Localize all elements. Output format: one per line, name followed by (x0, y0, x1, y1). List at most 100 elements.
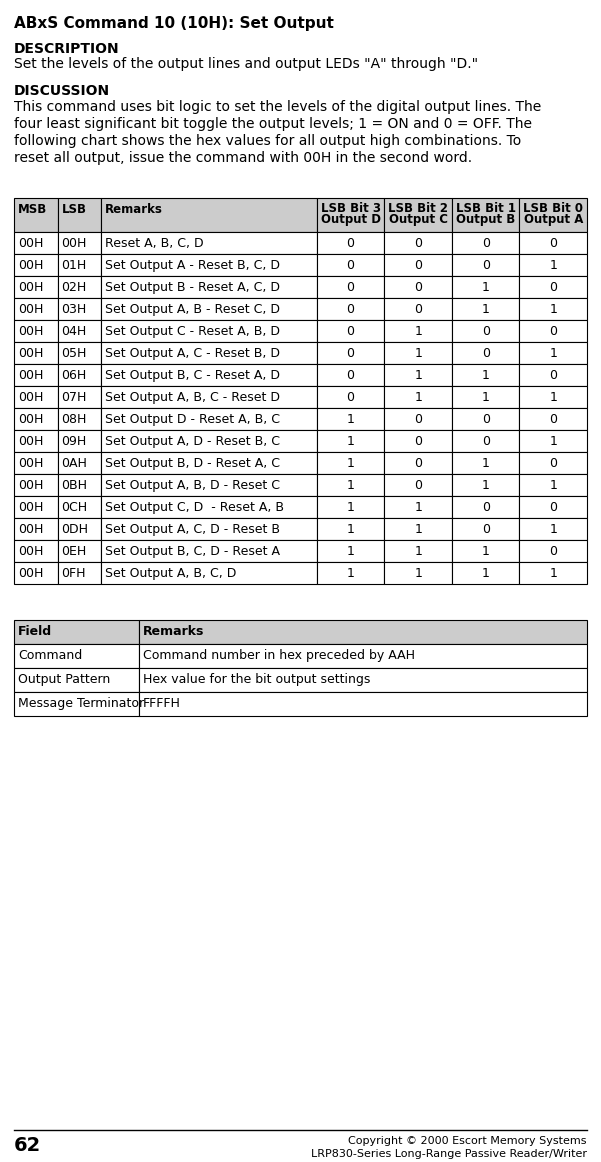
Text: 04H: 04H (61, 325, 87, 338)
Text: 1: 1 (482, 479, 490, 492)
Text: 0: 0 (347, 390, 355, 404)
Bar (14, 518, 58, 540)
Text: 0: 0 (481, 523, 490, 536)
Text: 1: 1 (549, 347, 557, 360)
Bar (58, 277, 101, 297)
Bar (519, 364, 587, 386)
Bar (385, 518, 452, 540)
Text: 0FH: 0FH (61, 567, 86, 580)
Text: 00H: 00H (18, 413, 43, 426)
Text: 1: 1 (482, 281, 490, 294)
Bar (452, 452, 519, 474)
Text: 1: 1 (549, 303, 557, 316)
Bar (452, 232, 519, 254)
Text: This command uses bit logic to set the levels of the digital output lines. The: This command uses bit logic to set the l… (14, 100, 542, 114)
Text: 07H: 07H (61, 390, 87, 404)
Bar (317, 386, 385, 408)
Text: 0: 0 (549, 370, 557, 382)
Bar (317, 320, 385, 342)
Bar (519, 342, 587, 364)
Bar (452, 518, 519, 540)
Text: 1: 1 (347, 501, 355, 514)
Bar (14, 297, 58, 320)
Text: Set Output A, D - Reset B, C: Set Output A, D - Reset B, C (105, 435, 280, 449)
Bar (317, 232, 385, 254)
Text: 1: 1 (347, 567, 355, 580)
Text: 0: 0 (347, 259, 355, 272)
Text: 1: 1 (549, 435, 557, 449)
Bar (519, 198, 587, 232)
Bar (14, 496, 58, 518)
Text: 00H: 00H (18, 259, 43, 272)
Text: 0: 0 (414, 259, 422, 272)
Bar (317, 430, 385, 452)
Text: 1: 1 (482, 545, 490, 558)
Text: 00H: 00H (18, 237, 43, 250)
Bar (101, 232, 317, 254)
Text: 1: 1 (482, 303, 490, 316)
Bar (14, 198, 58, 232)
Bar (519, 518, 587, 540)
Bar (519, 232, 587, 254)
Text: 0: 0 (347, 237, 355, 250)
Text: 0: 0 (347, 303, 355, 316)
Bar (317, 408, 385, 430)
Bar (519, 562, 587, 584)
Bar (519, 496, 587, 518)
Bar (139, 644, 587, 668)
Text: 1: 1 (414, 370, 422, 382)
Text: 0EH: 0EH (61, 545, 87, 558)
Bar (14, 644, 139, 668)
Bar (385, 386, 452, 408)
Text: 03H: 03H (61, 303, 87, 316)
Text: DISCUSSION: DISCUSSION (14, 84, 110, 98)
Text: MSB: MSB (18, 203, 47, 216)
Bar (385, 408, 452, 430)
Bar (452, 320, 519, 342)
Bar (317, 198, 385, 232)
Text: LSB Bit 3: LSB Bit 3 (320, 202, 380, 215)
Bar (58, 254, 101, 277)
Text: 0: 0 (347, 281, 355, 294)
Text: Command: Command (18, 650, 82, 662)
Text: 02H: 02H (61, 281, 87, 294)
Bar (14, 693, 139, 716)
Bar (452, 430, 519, 452)
Text: LRP830-Series Long-Range Passive Reader/Writer: LRP830-Series Long-Range Passive Reader/… (311, 1149, 587, 1159)
Text: 1: 1 (414, 325, 422, 338)
Text: Set Output A - Reset B, C, D: Set Output A - Reset B, C, D (105, 259, 280, 272)
Bar (58, 232, 101, 254)
Bar (385, 496, 452, 518)
Bar (452, 198, 519, 232)
Bar (385, 277, 452, 297)
Text: 1: 1 (347, 457, 355, 469)
Text: Set Output B, C, D - Reset A: Set Output B, C, D - Reset A (105, 545, 280, 558)
Text: LSB: LSB (61, 203, 87, 216)
Text: 1: 1 (549, 523, 557, 536)
Bar (101, 277, 317, 297)
Bar (385, 232, 452, 254)
Bar (519, 430, 587, 452)
Text: 0CH: 0CH (61, 501, 88, 514)
Text: Field: Field (18, 625, 52, 638)
Text: 00H: 00H (18, 479, 43, 492)
Text: 1: 1 (414, 347, 422, 360)
Bar (385, 364, 452, 386)
Text: Output A: Output A (523, 213, 583, 225)
Text: Set Output C - Reset A, B, D: Set Output C - Reset A, B, D (105, 325, 280, 338)
Bar (452, 277, 519, 297)
Text: 0: 0 (549, 545, 557, 558)
Text: 0: 0 (414, 281, 422, 294)
Text: 0: 0 (549, 281, 557, 294)
Bar (101, 518, 317, 540)
Bar (385, 430, 452, 452)
Bar (452, 297, 519, 320)
Text: 0: 0 (414, 435, 422, 449)
Text: 0: 0 (549, 325, 557, 338)
Text: 1: 1 (482, 390, 490, 404)
Text: Set Output B, D - Reset A, C: Set Output B, D - Reset A, C (105, 457, 280, 469)
Text: 0BH: 0BH (61, 479, 88, 492)
Bar (317, 277, 385, 297)
Bar (317, 297, 385, 320)
Bar (14, 668, 139, 693)
